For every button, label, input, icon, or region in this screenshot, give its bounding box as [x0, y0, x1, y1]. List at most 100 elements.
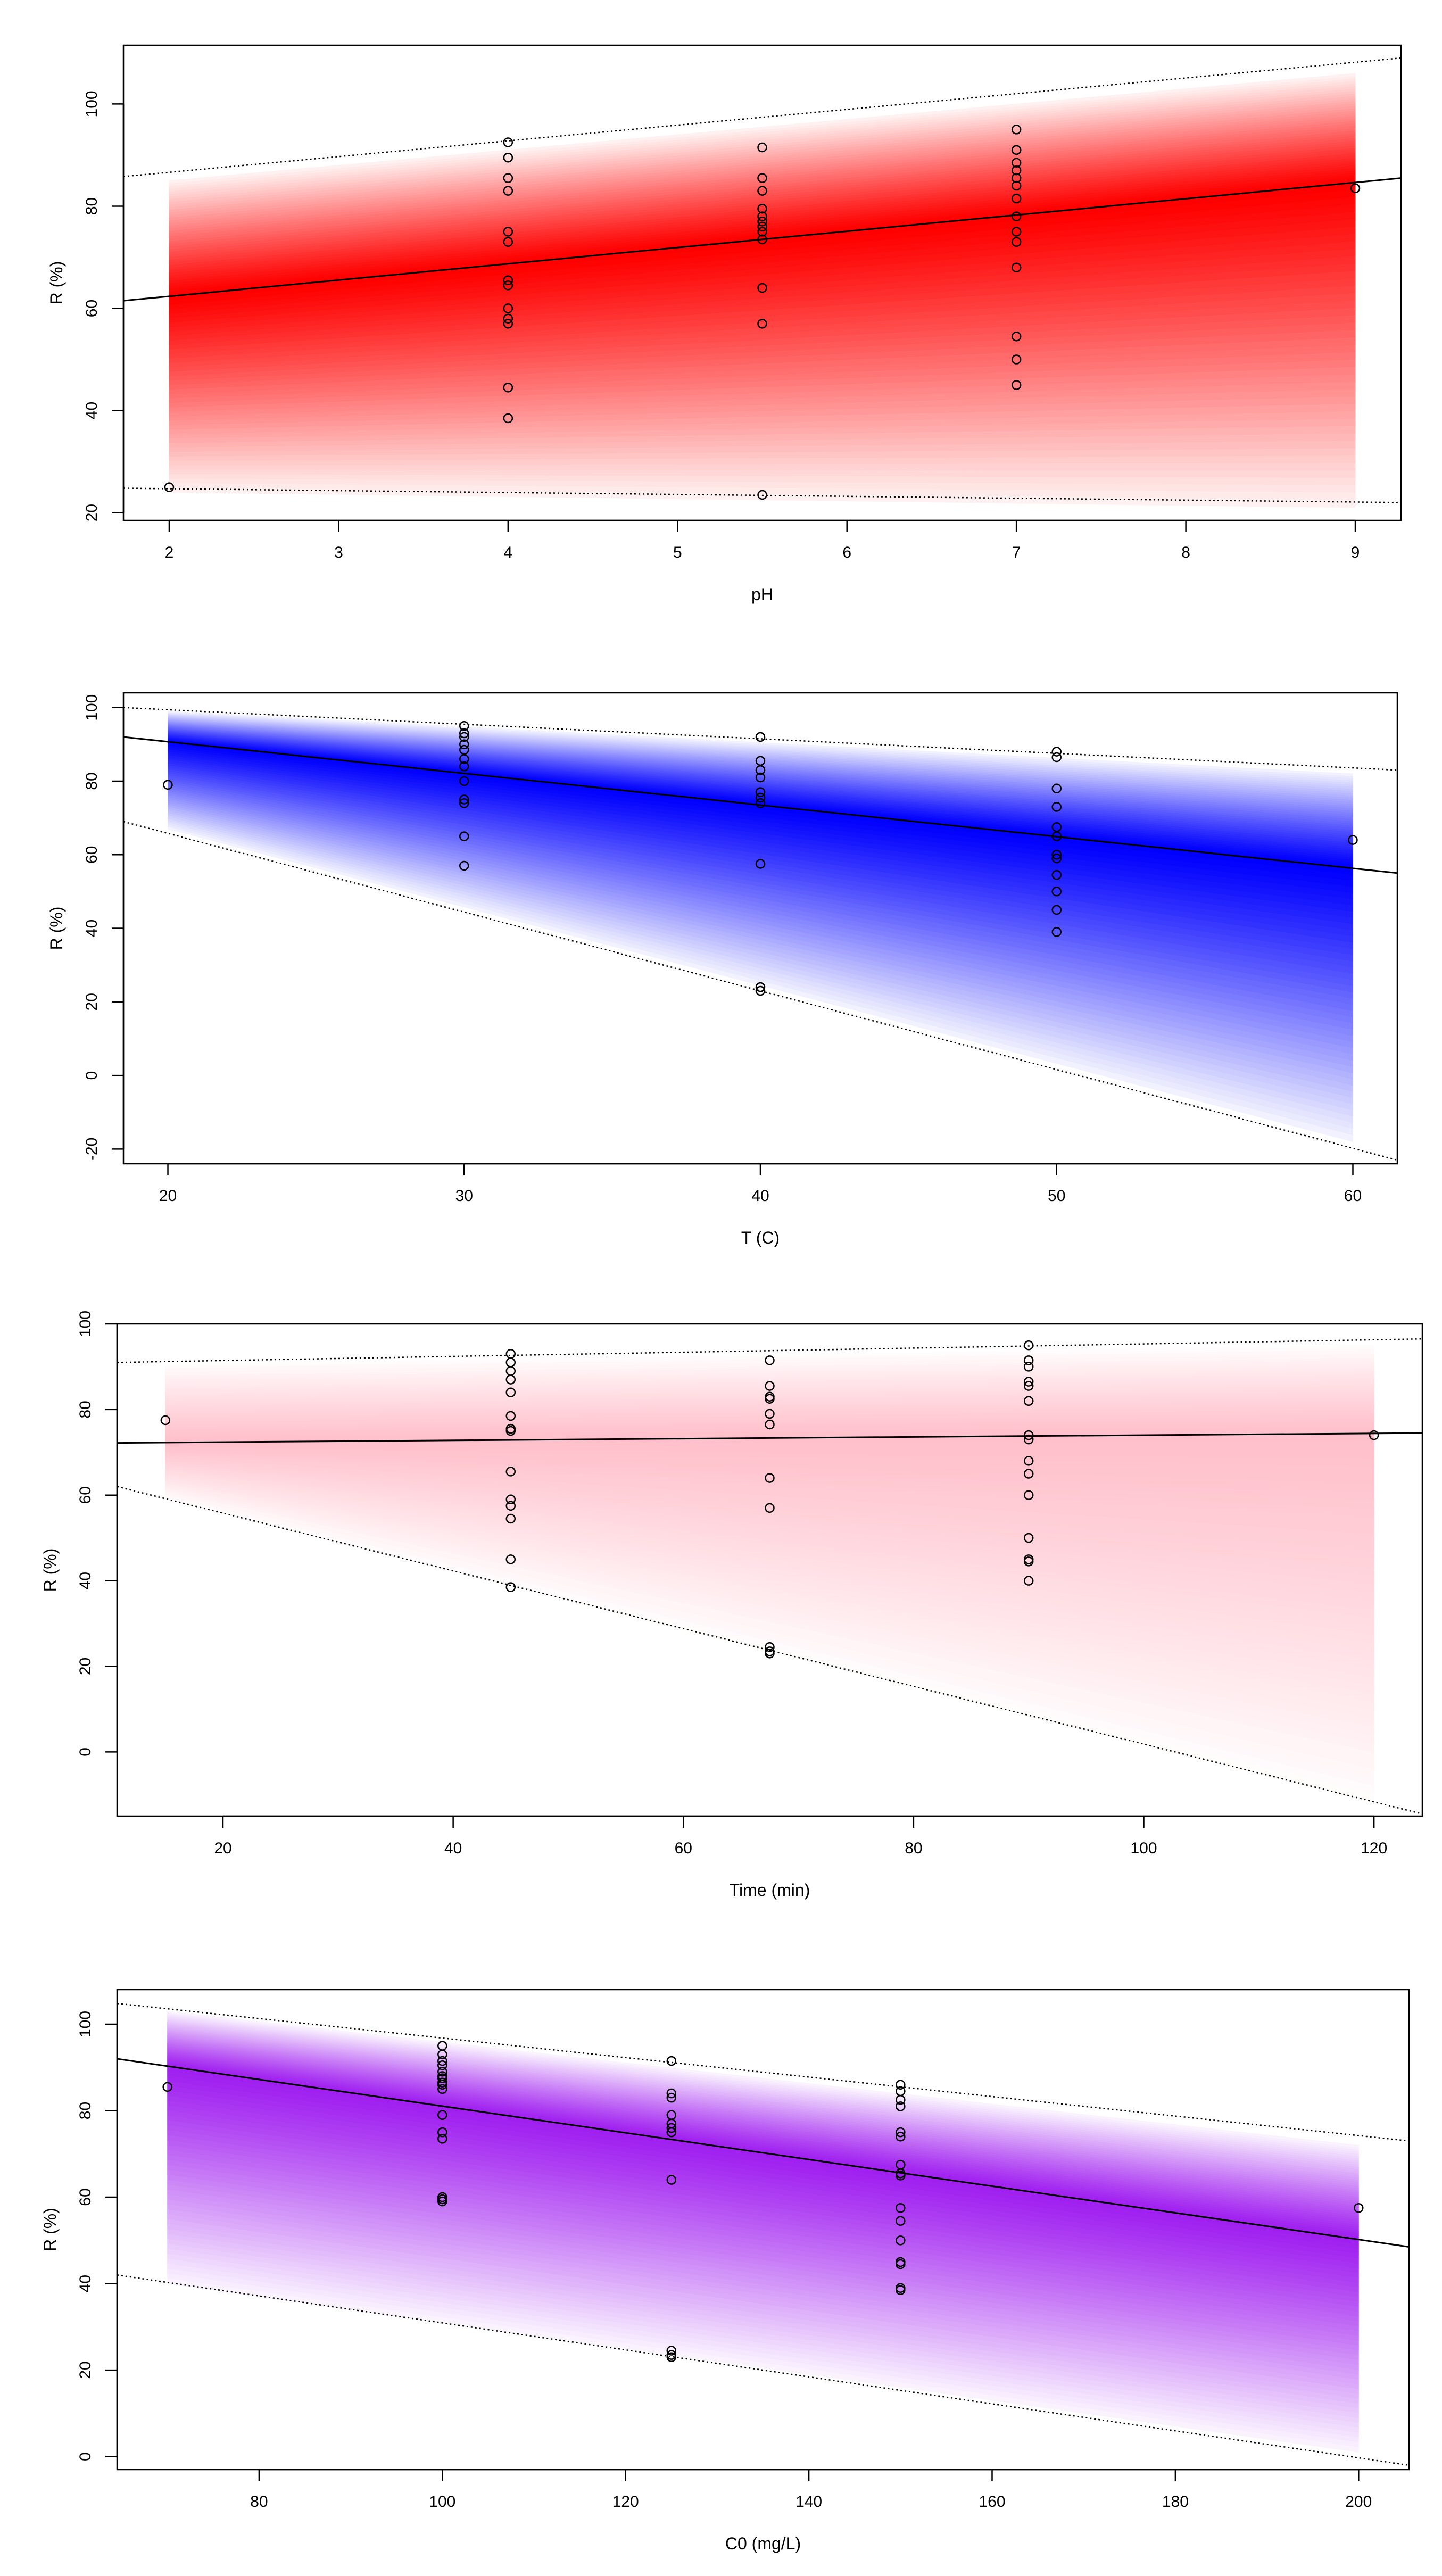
data-point: [1011, 180, 1022, 191]
data-point: [459, 744, 469, 755]
data-point: [1011, 332, 1022, 342]
data-point: [765, 1409, 775, 1419]
y-axis: -20 0 20 40 60 80 100 R (%): [47, 694, 125, 1161]
data-point: [1023, 1490, 1034, 1500]
data-point: [1350, 183, 1361, 194]
x-axis-title: C0 (mg/L): [725, 2534, 801, 2553]
data-point: [1348, 835, 1358, 845]
y-tick-label: 100: [83, 694, 101, 721]
y-tick-label: 60: [83, 846, 101, 864]
y-tick-label: 80: [77, 1401, 94, 1418]
y-tick-label: 80: [83, 197, 101, 215]
data-point: [437, 2056, 447, 2066]
data-point: [755, 792, 766, 803]
data-point: [1011, 173, 1022, 183]
data-point: [437, 2084, 447, 2094]
x-tick-label: 140: [795, 2493, 822, 2511]
data-point: [765, 1419, 775, 1430]
lower-limit-line: [123, 821, 1397, 1161]
x-tick-label: 100: [1130, 1840, 1157, 1857]
data-point: [1023, 1456, 1034, 1466]
data-point: [459, 761, 469, 772]
data-point: [437, 2134, 447, 2144]
y-axis: 0 20 40 60 80 100 R (%): [40, 2011, 118, 2461]
data-point: [757, 211, 767, 221]
data-points: [163, 720, 1358, 996]
data-point: [1023, 1430, 1034, 1440]
data-point: [160, 1415, 171, 1426]
data-point: [1023, 1556, 1034, 1567]
data-point: [1023, 1340, 1034, 1351]
lower-limit-line: [123, 487, 1401, 503]
data-point: [459, 728, 469, 739]
chart-2: 20 30 40 50 60 T (C) -20 0 20 40 60 80 100 R (%): [47, 692, 1398, 1247]
data-point: [437, 2127, 447, 2138]
data-point: [503, 275, 513, 285]
y-tick-label: 100: [83, 90, 101, 117]
data-point: [437, 2110, 447, 2120]
data-point: [1051, 822, 1062, 832]
data-point: [666, 2092, 677, 2103]
x-tick-label: 20: [159, 1187, 177, 1205]
prediction-band: [168, 711, 1353, 1142]
data-point: [459, 720, 469, 731]
data-point: [1023, 1434, 1034, 1445]
data-point: [1011, 262, 1022, 272]
data-point: [503, 186, 513, 196]
data-point: [437, 2067, 447, 2077]
data-point: [757, 283, 767, 293]
x-tick-label: 8: [1181, 544, 1190, 561]
data-point: [765, 1394, 775, 1404]
data-point: [1051, 853, 1062, 864]
y-tick-label: 60: [83, 300, 101, 317]
y-tick-label: 40: [77, 2275, 94, 2292]
data-point: [755, 772, 766, 783]
y-tick-label: 60: [77, 2188, 94, 2206]
data-point: [1011, 354, 1022, 365]
data-point: [896, 2132, 906, 2142]
data-point: [503, 413, 513, 424]
x-tick-label: 40: [444, 1840, 462, 1857]
x-tick-label: 30: [455, 1187, 473, 1205]
data-point: [896, 2101, 906, 2111]
y-tick-label: -20: [83, 1138, 101, 1161]
data-point: [896, 2080, 906, 2090]
data-point: [163, 780, 173, 790]
data-point: [666, 2352, 677, 2362]
data-point: [437, 2049, 447, 2060]
data-point: [757, 204, 767, 214]
fit-line: [123, 177, 1401, 302]
data-point: [505, 1513, 516, 1524]
data-point: [1354, 2203, 1364, 2213]
data-point: [666, 2175, 677, 2185]
data-point: [437, 2073, 447, 2083]
data-point: [1051, 927, 1062, 937]
data-point: [1023, 1533, 1034, 1543]
x-tick-label: 2: [165, 544, 174, 561]
x-tick-label: 180: [1162, 2493, 1189, 2511]
y-tick-label: 40: [77, 1572, 94, 1589]
x-tick-label: 3: [334, 544, 343, 561]
fit-line: [123, 736, 1397, 874]
data-point: [755, 787, 766, 797]
fit-line: [117, 1432, 1422, 1444]
data-point: [1051, 869, 1062, 880]
data-point: [1011, 165, 1022, 176]
chart-4: 80 100 120 140 160 180 200 C0 (mg/L) 0 20 40 60 80 10…: [40, 1989, 1410, 2553]
data-point: [1051, 747, 1062, 757]
y-axis-title: R (%): [47, 261, 66, 305]
data-points: [162, 2041, 1364, 2362]
x-axis-title: T (C): [741, 1228, 780, 1247]
data-point: [1051, 831, 1062, 841]
y-tick-label: 20: [77, 2361, 94, 2379]
data-point: [1051, 905, 1062, 915]
data-point: [1011, 380, 1022, 390]
data-point: [459, 860, 469, 871]
data-point: [896, 2216, 906, 2226]
x-axis: 80 100 120 140 160 180 200 C0 (mg/L): [250, 2469, 1372, 2553]
data-point: [757, 490, 767, 500]
fit-line: [117, 2058, 1409, 2248]
data-point: [1023, 1377, 1034, 1387]
data-point: [505, 1554, 516, 1564]
